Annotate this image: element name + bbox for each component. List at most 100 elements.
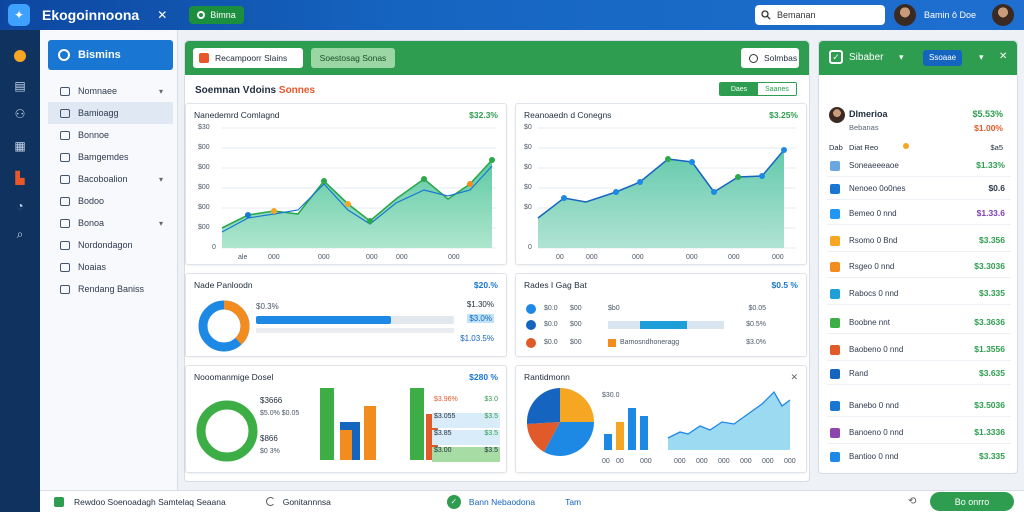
item-value: $3.5036	[974, 400, 1005, 410]
document-icon[interactable]: ▤	[14, 79, 26, 93]
value-row: $3.00 $3.5	[432, 447, 500, 462]
list-item[interactable]: Boobne nnt $3.3636	[827, 312, 1011, 334]
list-item[interactable]: Rsgeo 0 nnd $3.3036	[827, 256, 1011, 278]
tag-icon	[60, 196, 70, 206]
right-panel-title: Sibaber	[849, 52, 884, 63]
area-chart-card-right: Reanoaedn d Conegns $3.25% $0 $0 $0 $0 $…	[515, 103, 807, 265]
primary-action-button[interactable]: Bo onrro	[930, 492, 1014, 511]
value-badge: $3.0%	[467, 314, 494, 323]
row-value: $0.5%	[746, 321, 766, 328]
row-cell: $00	[570, 339, 582, 346]
grid-icon[interactable]: ▦	[14, 139, 26, 153]
list-item[interactable]: Bantioo 0 nnd $3.335	[827, 446, 1011, 468]
list-item[interactable]: Nenoeo 0o0nes $0.6	[827, 178, 1011, 200]
chart-tab-icon	[199, 53, 209, 63]
sidebar-item-label: Bonoa	[78, 218, 105, 228]
list-item[interactable]: Rand $3.635	[827, 363, 1011, 385]
coin-icon[interactable]	[12, 50, 28, 66]
sidebar-item[interactable]: Nomnaee ▾	[48, 80, 173, 102]
footer-item[interactable]: Bann Nebaodona	[468, 496, 536, 507]
sidebar-item[interactable]: Bamgemdes	[48, 146, 173, 168]
sidebar-item[interactable]: Bacoboalion ▾	[48, 168, 173, 190]
item-label: Rand	[849, 369, 869, 378]
search-input[interactable]: Bemanan	[755, 5, 885, 25]
chart-icon[interactable]: ▙	[15, 171, 25, 185]
chevron-down-icon[interactable]: ▾	[979, 52, 984, 62]
row-cell: $0.0	[544, 321, 558, 328]
card-title: Nanedemrd Comlagnd	[194, 110, 280, 120]
x-tick: 000	[696, 458, 708, 465]
sidebar-item[interactable]: Noaias	[48, 256, 173, 278]
sidebar-item[interactable]: Bodoo	[48, 190, 173, 212]
tab-primary[interactable]: Recampoorr Slains	[193, 48, 303, 68]
list-item[interactable]: Rabocs 0 nnd $3.335	[827, 283, 1011, 305]
row-cell: $0.0	[544, 339, 558, 346]
card-value: $3.25%	[769, 110, 798, 120]
pie-label: $30.0	[602, 392, 620, 399]
row-bar-track	[608, 321, 724, 329]
list-item[interactable]: Soneaeeeaoe $1.33%	[827, 155, 1011, 177]
item-value: $3.635	[979, 368, 1005, 378]
list-item[interactable]: Baobeno 0 nnd $1.3556	[827, 339, 1011, 361]
list-item[interactable]: Banebo 0 nnd $3.5036	[827, 395, 1011, 417]
avatar[interactable]	[829, 107, 845, 123]
tab-secondary[interactable]: Soestosag Sonas	[311, 48, 395, 68]
filter-chip[interactable]: Ssoaae	[923, 50, 963, 66]
y-tick: 0	[212, 244, 216, 251]
mini-area-chart	[667, 390, 791, 450]
sidebar-item[interactable]: Bonoa ▾	[48, 212, 173, 234]
person-value-secondary: $1.00%	[974, 123, 1003, 133]
bird-logo-icon[interactable]: ✦	[8, 4, 30, 26]
segment-left[interactable]: Daes	[720, 83, 758, 95]
list-item[interactable]: Rsomo 0 Bnd $3.356	[827, 230, 1011, 252]
sidebar-item[interactable]: Rendang Baniss	[48, 278, 173, 300]
search-rail-icon[interactable]: ⌕	[16, 227, 24, 241]
sidebar-item[interactable]: Bonnoe	[48, 124, 173, 146]
check-icon[interactable]: ✓	[829, 50, 843, 64]
close-icon[interactable]: ✕	[790, 372, 798, 382]
footer-item[interactable]: Tam	[565, 496, 582, 507]
footer-item[interactable]: Rewdoo Soenoadagh Samtelaq Seaana	[74, 496, 226, 507]
row-cell: $00	[570, 321, 582, 328]
right-panel-header: ✓ Sibaber ▾ Ssoaae ▾ ✕	[819, 41, 1017, 75]
list-item[interactable]: Banoeno 0 nnd $1.3336	[827, 422, 1011, 444]
y-tick: 0	[528, 244, 532, 251]
bell-icon[interactable]: ◔	[16, 199, 24, 213]
item-value: $3.356	[979, 235, 1005, 245]
user-name[interactable]: Bamin ô Doe	[924, 10, 977, 20]
status-ring-icon	[197, 11, 206, 19]
close-icon[interactable]: ✕	[999, 51, 1008, 62]
y-tick: $0	[524, 124, 532, 131]
segmented-control: Daes Saanes	[719, 82, 797, 96]
list-item[interactable]: Bemeo 0 nnd $1.33.6	[827, 203, 1011, 225]
main-action-button[interactable]: Solmbas	[741, 48, 799, 68]
refresh-icon[interactable]	[265, 497, 275, 506]
sidebar-item[interactable]: Nordondagon	[48, 234, 173, 256]
footer-item[interactable]: Gonitannnsa	[282, 496, 331, 507]
chevron-down-icon[interactable]: ▾	[899, 52, 904, 62]
x-tick: 000	[772, 254, 784, 261]
card-value: $20.%	[473, 280, 498, 290]
x-tick: 000	[674, 458, 686, 465]
segment-right[interactable]: Saanes	[758, 83, 796, 95]
avatar[interactable]	[894, 4, 916, 26]
close-icon[interactable]: ✕	[157, 8, 168, 22]
filter-label[interactable]: Diat Reo	[849, 143, 879, 152]
sidebar-header[interactable]: Bismins	[48, 40, 173, 70]
status-pill-button[interactable]: Bimna	[189, 6, 244, 24]
x-tick: ale	[238, 254, 248, 261]
x-tick: 000	[448, 254, 460, 261]
user-icon[interactable]: ⚇	[14, 107, 26, 121]
card-title: Nade Panloodn	[194, 280, 253, 290]
progress-track	[256, 316, 454, 324]
sidebar-item-active[interactable]: Bamioagg	[48, 102, 173, 124]
profile-avatar[interactable]	[992, 4, 1014, 26]
item-color-swatch	[830, 236, 840, 246]
item-label: Boobne nnt	[849, 318, 890, 327]
filter-label[interactable]: Dab	[829, 143, 843, 152]
status-list-card: Rades I Gag Bat $0.5 % $0.0 $00 $b0 $0.0…	[515, 273, 807, 357]
sync-icon[interactable]: ⟲	[908, 496, 917, 507]
item-label: Bemeo 0 nnd	[849, 209, 897, 218]
status-dot	[526, 320, 536, 330]
y-tick: $00	[198, 204, 210, 211]
